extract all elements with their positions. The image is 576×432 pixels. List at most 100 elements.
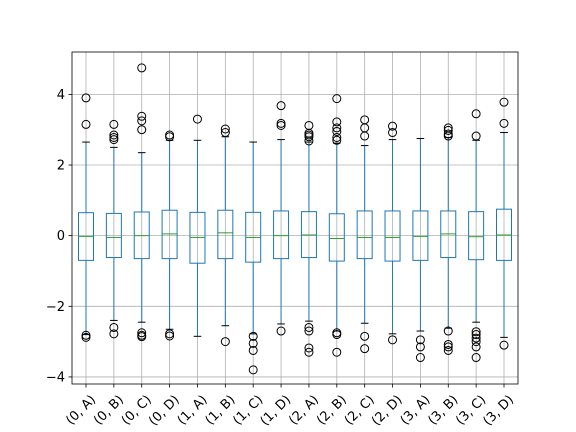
outlier-point <box>415 342 425 352</box>
x-tick-label: (3, B) <box>426 392 462 428</box>
x-tick-label: (3, D) <box>480 392 517 429</box>
iqr-box <box>217 209 234 260</box>
box-group <box>133 63 150 342</box>
outlier-point <box>109 322 119 332</box>
outlier-point <box>304 326 314 336</box>
y-tick-label: 2 <box>57 159 65 174</box>
box-group <box>496 97 512 350</box>
outlier-point <box>443 131 453 141</box>
outlier-point <box>81 330 91 340</box>
x-axis: (0, A)(0, B)(0, C)(0, D)(1, A)(1, B)(1, … <box>63 384 517 429</box>
box-group <box>245 141 262 375</box>
x-tick-label: (0, D) <box>146 392 183 429</box>
box-group <box>468 109 485 363</box>
outlier-point <box>388 128 398 138</box>
y-tick-label: 0 <box>57 229 65 244</box>
iqr-box <box>412 210 429 261</box>
outlier-point <box>109 119 119 129</box>
outlier-point <box>248 345 258 355</box>
outlier-point <box>304 343 314 353</box>
outlier-point <box>220 124 230 134</box>
box-group <box>412 138 429 363</box>
outlier-point <box>332 123 342 133</box>
y-tick-label: −2 <box>46 300 65 315</box>
outlier-point <box>109 329 119 339</box>
outlier-point <box>499 340 509 350</box>
outlier-point <box>360 131 370 141</box>
outlier-point <box>137 116 147 126</box>
outlier-point <box>248 331 258 341</box>
outlier-point <box>443 125 453 135</box>
outlier-point <box>248 338 258 348</box>
x-tick-label: (0, A) <box>63 392 99 428</box>
outlier-point <box>332 330 342 340</box>
outlier-point <box>165 132 175 142</box>
outlier-point <box>332 117 342 127</box>
outlier-point <box>137 111 147 121</box>
outlier-point <box>332 126 342 136</box>
outlier-point <box>471 330 481 340</box>
iqr-box <box>468 211 485 261</box>
box-group <box>273 101 290 336</box>
outlier-point <box>415 335 425 345</box>
iqr-box <box>273 210 290 260</box>
outlier-point <box>109 132 119 142</box>
outlier-point <box>304 347 314 357</box>
outlier-point <box>388 335 398 345</box>
outlier-point <box>471 131 481 141</box>
y-tick-label: −4 <box>46 370 65 385</box>
y-axis: −4 −2 0 2 4 <box>46 88 72 385</box>
plot-frame <box>71 51 519 385</box>
x-tick-label: (2, D) <box>369 392 406 429</box>
box-group <box>440 123 457 355</box>
outlier-point <box>499 118 509 128</box>
outlier-point <box>109 135 119 145</box>
x-tick-label: (0, B) <box>91 392 127 428</box>
iqr-box <box>328 213 345 262</box>
outlier-point <box>332 347 342 357</box>
outlier-point <box>304 322 314 332</box>
box-group <box>217 124 234 347</box>
outlier-point <box>109 130 119 140</box>
outlier-point <box>276 326 286 336</box>
outlier-point <box>443 342 453 352</box>
outlier-point <box>276 101 286 111</box>
x-tick-label: (3, A) <box>398 392 434 428</box>
outlier-point <box>443 129 453 139</box>
x-tick-label: (2, A) <box>286 392 322 428</box>
iqr-box <box>105 212 122 259</box>
outlier-point <box>192 114 202 124</box>
box-group <box>328 94 345 357</box>
outlier-point <box>415 353 425 363</box>
outlier-point <box>276 118 286 128</box>
outlier-point <box>137 332 147 342</box>
outlier-point <box>471 109 481 119</box>
outlier-point <box>471 337 481 347</box>
outlier-point <box>304 132 314 142</box>
outlier-point <box>81 119 91 129</box>
outlier-point <box>471 327 481 337</box>
outlier-point <box>81 332 91 342</box>
outlier-point <box>471 342 481 352</box>
outlier-point <box>332 132 342 142</box>
outlier-point <box>304 136 314 146</box>
grid <box>72 52 518 384</box>
boxes <box>78 63 512 375</box>
box-group <box>300 120 317 357</box>
outlier-point <box>137 125 147 135</box>
box-group <box>356 115 373 354</box>
box-group <box>105 119 122 339</box>
outlier-point <box>137 328 147 338</box>
x-tick-label: (1, D) <box>258 392 295 429</box>
iqr-box <box>384 210 401 262</box>
outlier-point <box>360 331 370 341</box>
iqr-box <box>356 210 373 260</box>
outlier-point <box>499 97 509 107</box>
outlier-point <box>471 333 481 343</box>
x-tick-label: (2, B) <box>314 392 350 428</box>
outlier-point <box>443 345 453 355</box>
iqr-box <box>161 209 178 260</box>
box-group <box>161 130 178 341</box>
outlier-point <box>276 120 286 130</box>
